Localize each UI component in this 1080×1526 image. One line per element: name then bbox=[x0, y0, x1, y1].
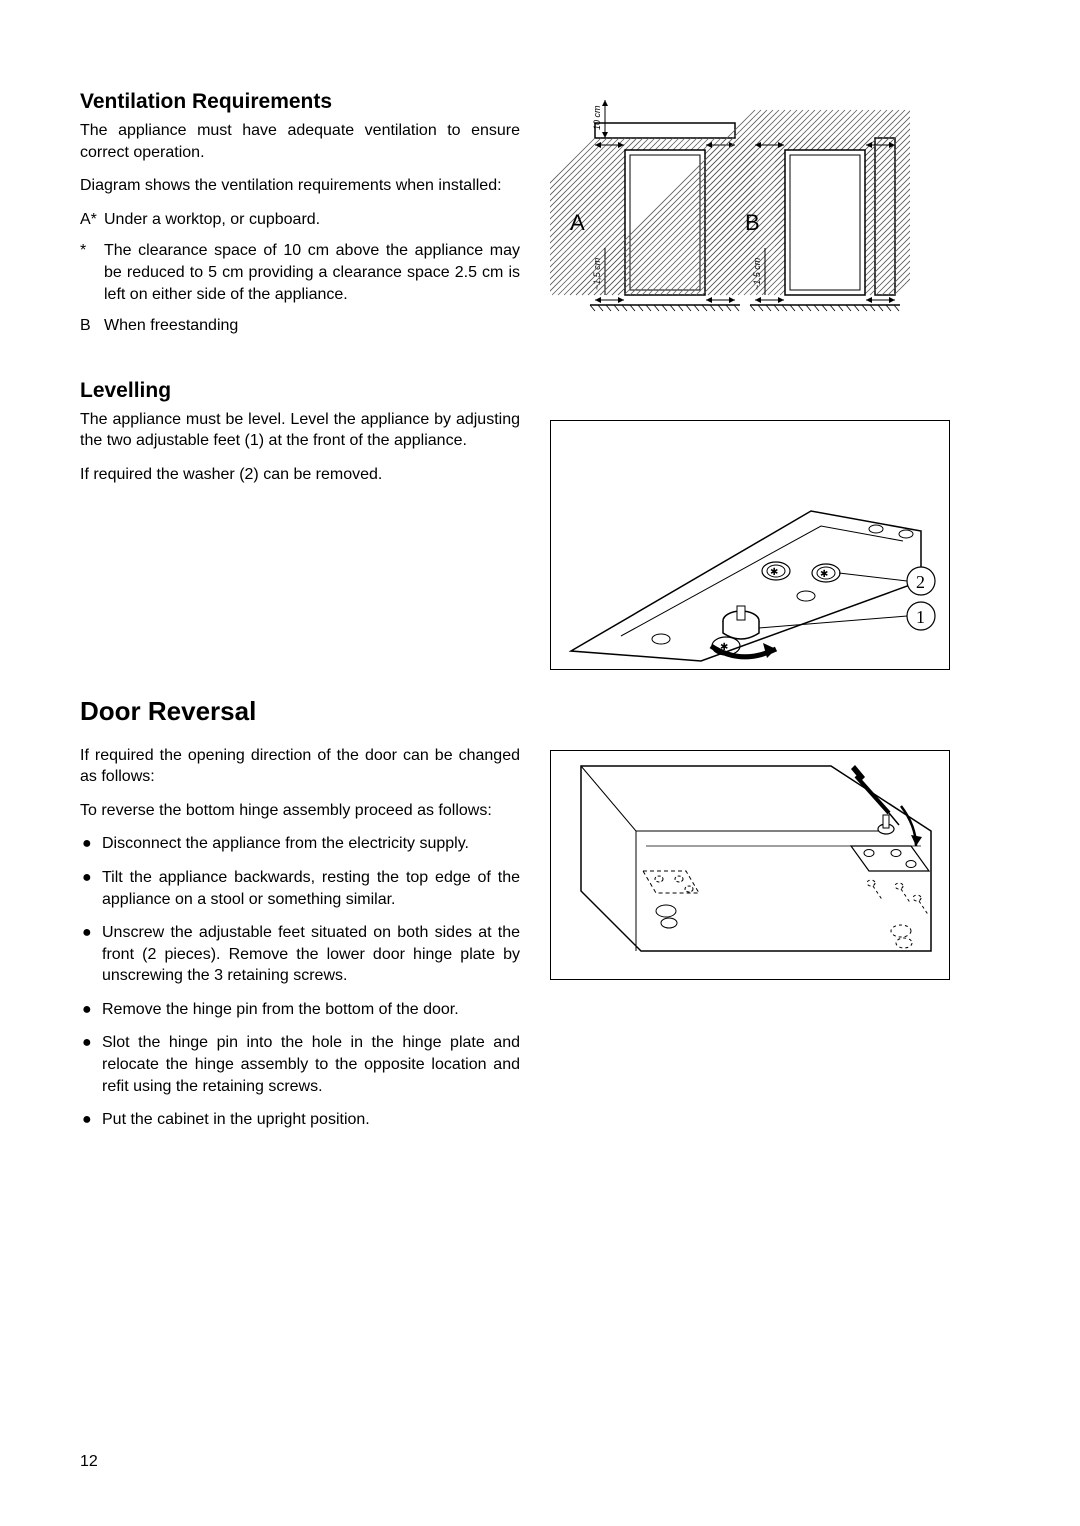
levelling-heading: Levelling bbox=[80, 379, 520, 403]
svg-text:1: 1 bbox=[916, 607, 925, 627]
bullet-icon: ● bbox=[80, 922, 102, 987]
svg-text:✱: ✱ bbox=[770, 567, 778, 578]
door-bullets: ●Disconnect the appliance from the elect… bbox=[80, 833, 520, 1131]
bullet-text: Unscrew the adjustable feet situated on … bbox=[102, 922, 520, 987]
b-label: B bbox=[80, 315, 104, 337]
svg-text:B: B bbox=[745, 210, 760, 235]
page-number: 12 bbox=[80, 1453, 98, 1471]
ventilation-a: A* Under a worktop, or cupboard. bbox=[80, 209, 520, 231]
svg-text:✱: ✱ bbox=[820, 569, 828, 580]
right-column: 10 cm ~1,5 cm bbox=[550, 90, 950, 1143]
list-item: ●Unscrew the adjustable feet situated on… bbox=[80, 922, 520, 987]
ventilation-a-note: * The clearance space of 10 cm above the… bbox=[80, 240, 520, 305]
bullet-text: Put the cabinet in the upright position. bbox=[102, 1109, 520, 1131]
star-label: * bbox=[80, 240, 104, 305]
ventilation-diagram: 10 cm ~1,5 cm bbox=[550, 90, 950, 340]
a-note: The clearance space of 10 cm above the a… bbox=[104, 240, 520, 305]
list-item: ●Put the cabinet in the upright position… bbox=[80, 1109, 520, 1131]
levelling-p2: If required the washer (2) can be remove… bbox=[80, 464, 520, 486]
levelling-p1: The appliance must be level. Level the a… bbox=[80, 409, 520, 452]
list-item: ●Slot the hinge pin into the hole in the… bbox=[80, 1032, 520, 1097]
bullet-text: Disconnect the appliance from the electr… bbox=[102, 833, 520, 855]
door-reversal-diagram bbox=[550, 750, 950, 980]
ventilation-b: B When freestanding bbox=[80, 315, 520, 337]
page-content: Ventilation Requirements The appliance m… bbox=[80, 90, 1000, 1143]
ventilation-p2: Diagram shows the ventilation requiremen… bbox=[80, 175, 520, 197]
bullet-text: Tilt the appliance backwards, resting th… bbox=[102, 867, 520, 910]
b-text: When freestanding bbox=[104, 315, 520, 337]
list-item: ●Disconnect the appliance from the elect… bbox=[80, 833, 520, 855]
ventilation-heading: Ventilation Requirements bbox=[80, 90, 520, 114]
svg-text:A: A bbox=[570, 210, 585, 235]
svg-text:~1,5 cm: ~1,5 cm bbox=[752, 257, 762, 290]
a-label: A* bbox=[80, 209, 104, 231]
left-column: Ventilation Requirements The appliance m… bbox=[80, 90, 520, 1143]
bullet-icon: ● bbox=[80, 1032, 102, 1097]
ventilation-p1: The appliance must have adequate ventila… bbox=[80, 120, 520, 163]
bullet-icon: ● bbox=[80, 1109, 102, 1131]
bullet-icon: ● bbox=[80, 833, 102, 855]
door-heading: Door Reversal bbox=[80, 696, 520, 727]
list-item: ●Remove the hinge pin from the bottom of… bbox=[80, 999, 520, 1021]
bullet-text: Slot the hinge pin into the hole in the … bbox=[102, 1032, 520, 1097]
bullet-text: Remove the hinge pin from the bottom of … bbox=[102, 999, 520, 1021]
a-text: Under a worktop, or cupboard. bbox=[104, 209, 520, 231]
bullet-icon: ● bbox=[80, 867, 102, 910]
svg-text:10 cm: 10 cm bbox=[592, 105, 602, 130]
door-p2: To reverse the bottom hinge assembly pro… bbox=[80, 800, 520, 822]
levelling-diagram: ✱ ✱ ✱ 1 bbox=[550, 420, 950, 670]
levelling-svg: ✱ ✱ ✱ 1 bbox=[551, 421, 949, 669]
ventilation-svg: 10 cm ~1,5 cm bbox=[550, 90, 910, 330]
door-reversal-svg bbox=[551, 751, 949, 979]
svg-text:2: 2 bbox=[916, 572, 925, 592]
list-item: ●Tilt the appliance backwards, resting t… bbox=[80, 867, 520, 910]
bullet-icon: ● bbox=[80, 999, 102, 1021]
door-p1: If required the opening direction of the… bbox=[80, 745, 520, 788]
